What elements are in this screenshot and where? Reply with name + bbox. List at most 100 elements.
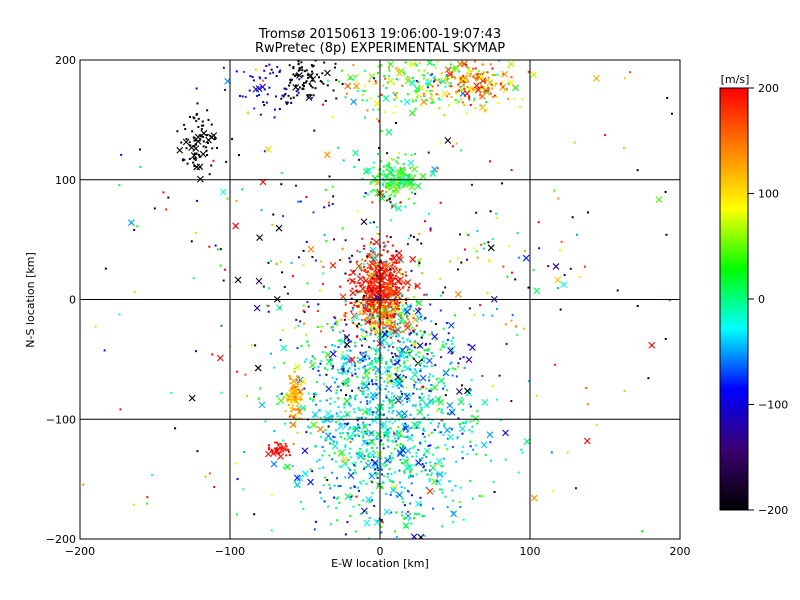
data-point — [604, 134, 607, 137]
data-point — [367, 282, 370, 285]
data-point — [381, 190, 384, 193]
data-point — [402, 435, 405, 438]
data-point — [383, 432, 386, 435]
data-point — [586, 403, 589, 406]
data-point — [387, 439, 390, 442]
colorbar-tick-label: −100 — [758, 399, 788, 412]
data-point — [343, 406, 346, 409]
data-point — [368, 516, 371, 519]
data-point — [375, 271, 378, 274]
data-point — [418, 458, 421, 461]
data-point — [507, 82, 510, 85]
data-point — [383, 303, 386, 306]
data-point — [382, 335, 385, 338]
data-point — [402, 501, 405, 504]
data-point — [410, 377, 413, 380]
data-point — [389, 166, 392, 169]
data-point — [386, 324, 389, 327]
data-point — [284, 442, 287, 445]
data-point — [387, 390, 390, 393]
data-point — [418, 262, 421, 265]
data-point — [374, 80, 377, 83]
data-point — [443, 457, 446, 460]
data-point — [547, 265, 550, 268]
data-point — [400, 315, 403, 318]
data-point — [297, 383, 300, 386]
data-point — [272, 71, 275, 74]
data-point — [420, 406, 423, 409]
data-point — [401, 355, 404, 358]
data-point — [370, 433, 373, 436]
data-point — [371, 379, 374, 382]
data-point — [384, 293, 387, 296]
data-point-cross — [385, 283, 393, 291]
data-point — [417, 356, 420, 359]
data-point — [382, 193, 385, 196]
data-point — [408, 315, 411, 318]
data-point — [364, 320, 367, 323]
data-point — [225, 160, 228, 163]
data-point — [188, 141, 191, 144]
data-point — [403, 320, 406, 323]
data-point — [382, 447, 385, 450]
data-point — [401, 423, 404, 426]
data-point — [351, 431, 354, 434]
data-point — [412, 356, 415, 359]
data-point — [390, 290, 393, 293]
data-point — [535, 394, 538, 397]
data-point — [466, 92, 469, 95]
data-point — [347, 318, 350, 321]
data-point — [300, 66, 303, 69]
data-point-cross — [323, 151, 331, 159]
data-point — [344, 336, 347, 339]
data-point — [324, 367, 327, 370]
data-point-cross — [371, 323, 379, 331]
data-point — [554, 363, 557, 366]
data-point — [437, 381, 440, 384]
data-point — [223, 268, 226, 271]
data-point — [432, 354, 435, 357]
data-point-cross — [377, 403, 385, 411]
data-point — [231, 137, 234, 140]
data-point-cross — [293, 481, 301, 489]
data-point — [224, 88, 227, 91]
data-point — [324, 476, 327, 479]
data-point — [367, 317, 370, 320]
data-point — [351, 495, 354, 498]
data-point — [363, 290, 366, 293]
data-point — [623, 389, 626, 392]
data-point — [301, 74, 304, 77]
data-point — [359, 389, 362, 392]
data-point — [326, 79, 329, 82]
data-point — [272, 213, 275, 216]
data-point — [214, 244, 217, 247]
data-point — [484, 453, 487, 456]
data-point — [295, 389, 298, 392]
data-point-cross — [417, 533, 425, 539]
data-point — [413, 386, 416, 389]
data-point — [339, 331, 342, 334]
data-point — [388, 182, 391, 185]
data-point — [398, 187, 401, 190]
data-point — [382, 303, 385, 306]
data-point — [266, 93, 269, 96]
data-point — [375, 277, 378, 280]
data-point — [328, 356, 331, 359]
data-point — [426, 473, 429, 476]
data-point-cross — [371, 459, 379, 467]
data-point — [366, 99, 369, 102]
data-point — [437, 97, 440, 100]
data-point — [297, 63, 300, 66]
data-point — [462, 81, 465, 84]
data-point — [289, 377, 292, 380]
data-point — [390, 79, 393, 82]
data-point — [213, 486, 216, 489]
data-point — [393, 292, 396, 295]
data-point — [254, 344, 257, 347]
data-point — [664, 337, 667, 340]
data-point — [363, 319, 366, 322]
data-point — [339, 285, 342, 288]
data-point-cross — [435, 457, 443, 465]
data-point — [428, 461, 431, 464]
data-point — [397, 387, 400, 390]
